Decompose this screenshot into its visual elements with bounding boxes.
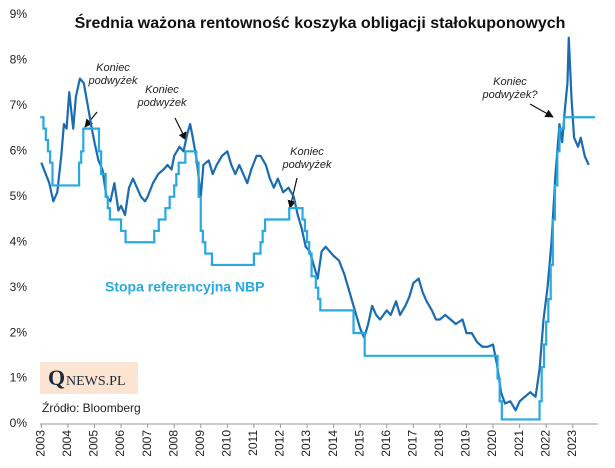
y-tick-label: 1% <box>10 371 28 385</box>
annotation-arrow <box>174 117 187 141</box>
x-tick-label: 2005 <box>87 430 101 457</box>
annotation: podwyżek <box>88 75 138 87</box>
x-tick-label: 2015 <box>352 430 366 457</box>
x-tick-label: 2016 <box>379 430 393 457</box>
annotation: podwyżek? <box>481 89 538 101</box>
annotation: podwyżek <box>282 159 332 171</box>
y-tick-label: 0% <box>10 416 28 430</box>
y-tick-label: 4% <box>10 234 28 248</box>
x-tick-label: 2020 <box>485 430 499 457</box>
logo-box <box>40 362 138 394</box>
x-tick-label: 2014 <box>326 430 340 457</box>
y-tick-label: 3% <box>10 280 28 294</box>
x-tick-label: 2003 <box>34 430 48 457</box>
y-tick-label: 2% <box>10 325 28 339</box>
logo-initial: Q <box>48 365 65 390</box>
x-tick-label: 2021 <box>512 430 526 457</box>
x-tick-label: 2008 <box>166 430 180 457</box>
x-tick-label: 2019 <box>459 430 473 457</box>
x-tick-label: 2004 <box>60 430 74 457</box>
annotation: Koniec <box>493 76 527 88</box>
chart-title: Średnia ważona rentowność koszyka obliga… <box>75 13 566 32</box>
y-tick-label: 6% <box>10 144 28 158</box>
x-tick-label: 2007 <box>140 430 154 457</box>
x-tick-label: 2010 <box>220 430 234 457</box>
annotation-arrow <box>287 177 298 209</box>
x-tick-label: 2022 <box>538 430 552 457</box>
annotation: Koniec <box>290 146 324 158</box>
annotation: Koniec <box>145 84 179 96</box>
x-tick-label: 2006 <box>113 430 127 457</box>
logo-text: NEWS.PL <box>66 374 126 389</box>
x-tick-label: 2018 <box>432 430 446 457</box>
x-tick-label: 2012 <box>273 430 287 457</box>
x-tick-label: 2009 <box>193 430 207 457</box>
y-tick-label: 8% <box>10 53 28 67</box>
yield-line <box>40 36 590 412</box>
y-tick-label: 9% <box>10 7 28 21</box>
x-tick-label: 2011 <box>246 430 260 456</box>
series-label: Stopa referencyjna NBP <box>105 279 265 295</box>
y-tick-label: 5% <box>10 189 28 203</box>
x-tick-label: 2017 <box>406 430 420 457</box>
annotation: podwyżek <box>137 97 187 109</box>
source: Źródło: Bloomberg <box>42 400 141 415</box>
x-tick-label: 2023 <box>565 430 579 457</box>
annotation: Koniec <box>96 62 130 74</box>
y-tick-label: 7% <box>10 98 28 112</box>
annotation-arrow <box>529 103 554 118</box>
x-tick-label: 2013 <box>299 430 313 457</box>
